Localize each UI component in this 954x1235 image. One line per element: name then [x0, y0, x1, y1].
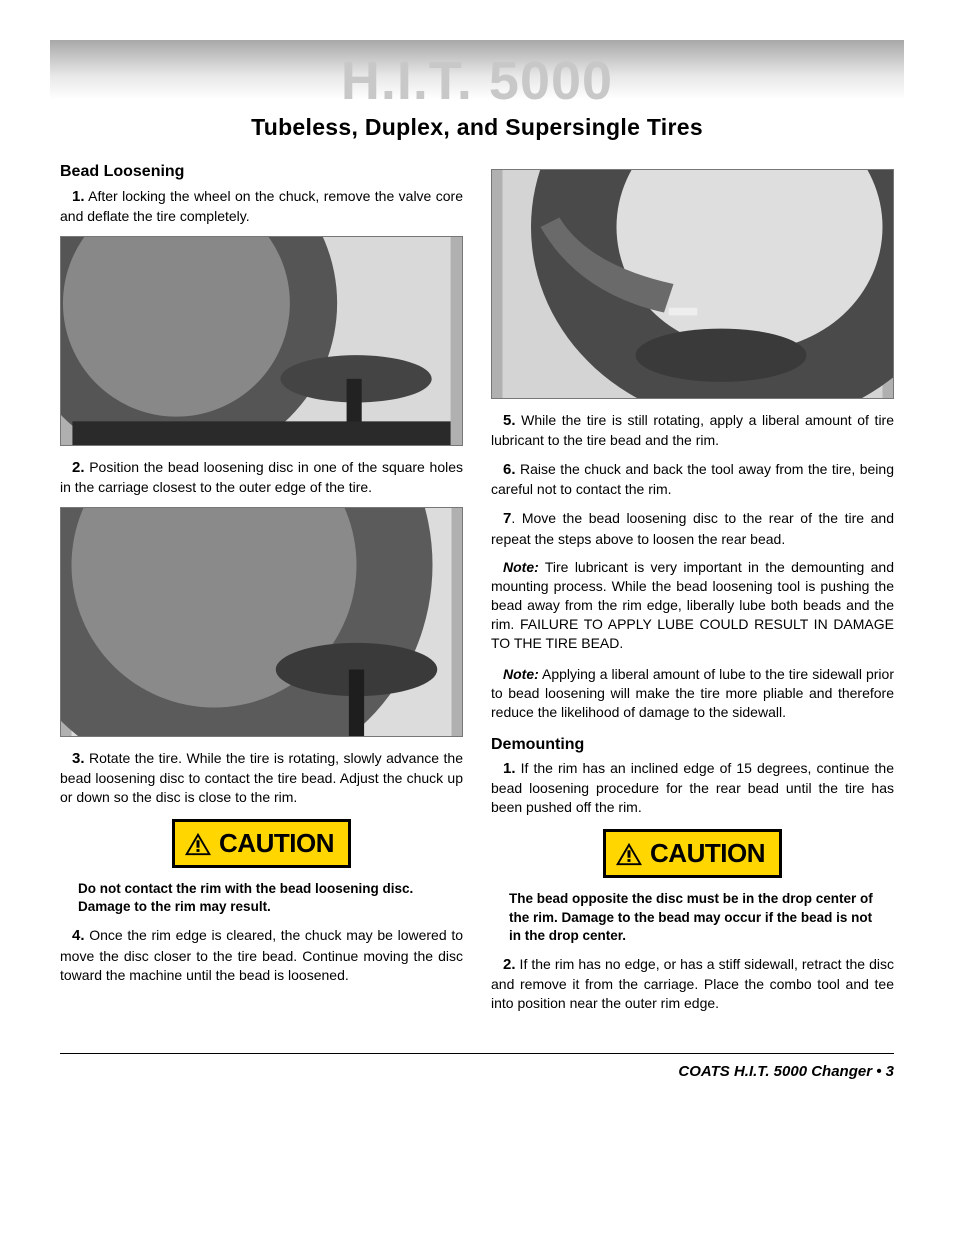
- note-2-text: Applying a liberal amount of lube to the…: [491, 666, 894, 720]
- step-3-num: 3.: [72, 750, 85, 767]
- step-2: 2. Position the bead loosening disc in o…: [60, 458, 463, 497]
- step-1-text: After locking the wheel on the chuck, re…: [60, 188, 463, 224]
- step-1-num: 1.: [72, 188, 85, 205]
- demount-step-1: 1. If the rim has an inclined edge of 15…: [491, 759, 894, 817]
- step-5-text: While the tire is still rotating, apply …: [491, 412, 894, 448]
- warning-icon: [183, 831, 213, 857]
- caution-label-1: CAUTION: [219, 826, 334, 861]
- page-footer: COATS H.I.T. 5000 Changer • 3: [60, 1054, 894, 1082]
- figure-3-svg: [492, 170, 893, 398]
- header-band: H.I.T. 5000: [50, 40, 904, 100]
- dstep-2-num: 2.: [503, 956, 516, 973]
- step-1: 1. After locking the wheel on the chuck,…: [60, 187, 463, 226]
- note-2-label: Note:: [503, 666, 539, 682]
- figure-3: [491, 169, 894, 399]
- step-2-text: Position the bead loosening disc in one …: [60, 459, 463, 495]
- figure-1: [60, 236, 463, 446]
- step-7: 7. Move the bead loosening disc to the r…: [491, 509, 894, 548]
- section-bead-loosening: Bead Loosening: [60, 161, 463, 183]
- dstep-1-text: If the rim has an inclined edge of 15 de…: [491, 760, 894, 815]
- manual-page: H.I.T. 5000 Tubeless, Duplex, and Supers…: [0, 0, 954, 1102]
- step-4-text: Once the rim edge is cleared, the chuck …: [60, 927, 463, 982]
- step-4-num: 4.: [72, 927, 85, 944]
- right-column: 5. While the tire is still rotating, app…: [491, 161, 894, 1023]
- dstep-1-num: 1.: [503, 760, 516, 777]
- step-6: 6. Raise the chuck and back the tool awa…: [491, 460, 894, 499]
- caution-block-1: CAUTION: [60, 819, 463, 868]
- page-title: Tubeless, Duplex, and Supersingle Tires: [60, 112, 894, 143]
- step-5-num: 5.: [503, 412, 516, 429]
- caution-block-2: CAUTION: [491, 829, 894, 878]
- caution-sign-2: CAUTION: [603, 829, 782, 878]
- step-7-text: . Move the bead loosening disc to the re…: [491, 510, 894, 546]
- dstep-2-text: If the rim has no edge, or has a stiff s…: [491, 956, 894, 1011]
- note-1: Note: Tire lubricant is very important i…: [491, 558, 894, 652]
- warning-icon: [614, 841, 644, 867]
- caution-message-1: Do not contact the rim with the bead loo…: [60, 876, 463, 926]
- note-1-label: Note:: [503, 559, 539, 575]
- step-2-num: 2.: [72, 459, 85, 476]
- note-2: Note: Applying a liberal amount of lube …: [491, 665, 894, 722]
- step-6-num: 6.: [503, 461, 516, 478]
- step-4: 4. Once the rim edge is cleared, the chu…: [60, 926, 463, 984]
- caution-message-2: The bead opposite the disc must be in th…: [491, 886, 894, 955]
- step-3-text: Rotate the tire. While the tire is rotat…: [60, 750, 463, 805]
- figure-1-svg: [61, 237, 462, 445]
- caution-label-2: CAUTION: [650, 836, 765, 871]
- step-5: 5. While the tire is still rotating, app…: [491, 411, 894, 450]
- step-6-text: Raise the chuck and back the tool away f…: [491, 461, 894, 497]
- content-columns: Bead Loosening 1. After locking the whee…: [60, 161, 894, 1023]
- watermark-title: H.I.T. 5000: [341, 51, 613, 111]
- note-1-text: Tire lubricant is very important in the …: [491, 559, 894, 651]
- section-demounting: Demounting: [491, 734, 894, 756]
- step-3: 3. Rotate the tire. While the tire is ro…: [60, 749, 463, 807]
- figure-2-svg: [61, 508, 462, 736]
- figure-2: [60, 507, 463, 737]
- demount-step-2: 2. If the rim has no edge, or has a stif…: [491, 955, 894, 1013]
- left-column: Bead Loosening 1. After locking the whee…: [60, 161, 463, 1023]
- caution-sign-1: CAUTION: [172, 819, 351, 868]
